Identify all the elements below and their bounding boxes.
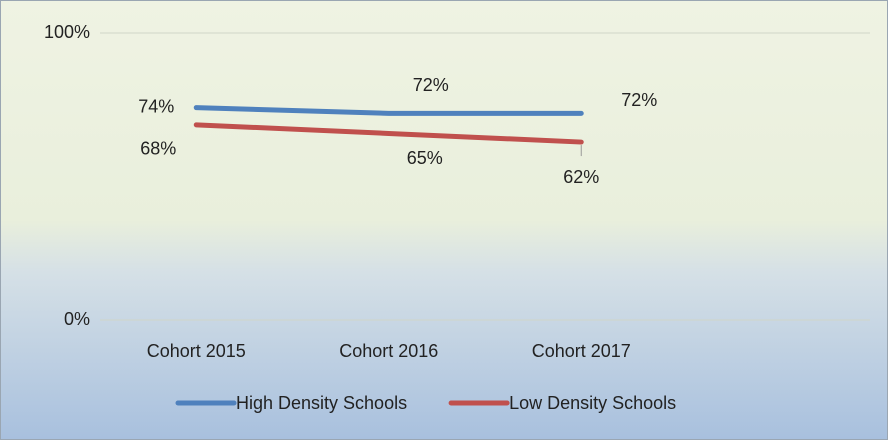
data-label: 62% (563, 167, 599, 187)
x-tick-label: Cohort 2016 (339, 341, 438, 361)
data-label: 68% (140, 139, 176, 159)
y-tick-label: 0% (64, 309, 90, 329)
series-line (193, 122, 584, 145)
series-line (193, 105, 584, 116)
data-label: 72% (621, 90, 657, 110)
data-label: 72% (413, 75, 449, 95)
legend-label: Low Density Schools (509, 393, 676, 413)
x-tick-label: Cohort 2015 (147, 341, 246, 361)
x-tick-label: Cohort 2017 (532, 341, 631, 361)
legend-label: High Density Schools (236, 393, 407, 413)
data-label: 74% (138, 96, 174, 116)
data-label: 65% (407, 148, 443, 168)
y-tick-label: 100% (44, 22, 90, 42)
